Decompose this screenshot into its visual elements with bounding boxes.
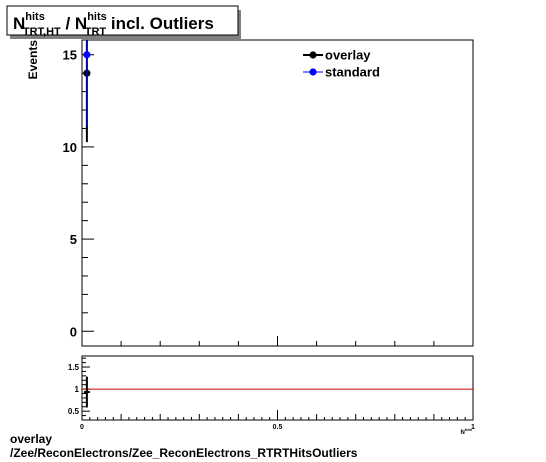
legend-label-standard: standard (325, 65, 380, 80)
legend-entry-standard: standard (303, 65, 380, 80)
ratio-y-tick-label: 1 (75, 385, 80, 394)
main-y-tick-label: 15 (63, 48, 77, 63)
main-y-tick-label: 5 (70, 232, 77, 247)
main-data-points (83, 40, 91, 143)
ratio-y-tick-label: 0.5 (68, 407, 80, 416)
ratio-x-tick-label: 0.5 (273, 424, 283, 431)
ratio-y-tick-label: 1.5 (68, 363, 80, 372)
footer-line-2: /Zee/ReconElectrons/Zee_ReconElectrons_R… (10, 446, 358, 460)
main-y-axis: 0 5 10 15 (63, 48, 94, 339)
ratio-x-tick-label: 1 (471, 424, 475, 431)
legend-label-overlay: overlay (325, 48, 371, 63)
footer-line-1: overlay (10, 432, 53, 446)
data-point-standard (83, 51, 91, 59)
x-axis-label: Nhits (461, 427, 473, 436)
ratio-data-points (83, 376, 90, 408)
legend-marker-standard (309, 68, 317, 76)
chart-title: Nhits TRT,HT / Nhits TRT incl. Outliers (13, 11, 214, 38)
y-axis-label: Events (26, 40, 40, 80)
footer-path: overlay /Zee/ReconElectrons/Zee_ReconEle… (10, 432, 357, 460)
ratio-x-tick-label: 0 (80, 424, 84, 431)
title-box: Nhits TRT,HT / Nhits TRT incl. Outliers (6, 5, 241, 39)
main-x-axis (81, 336, 474, 346)
legend-entry-overlay: overlay (303, 48, 371, 63)
main-y-tick-label: 10 (63, 140, 77, 155)
legend-marker-overlay (309, 51, 317, 59)
ratio-x-axis: 0 0.5 1 (80, 410, 475, 431)
main-y-tick-label: 0 (70, 324, 77, 339)
legend: overlay standard (303, 48, 380, 80)
main-plot-frame (81, 39, 474, 347)
